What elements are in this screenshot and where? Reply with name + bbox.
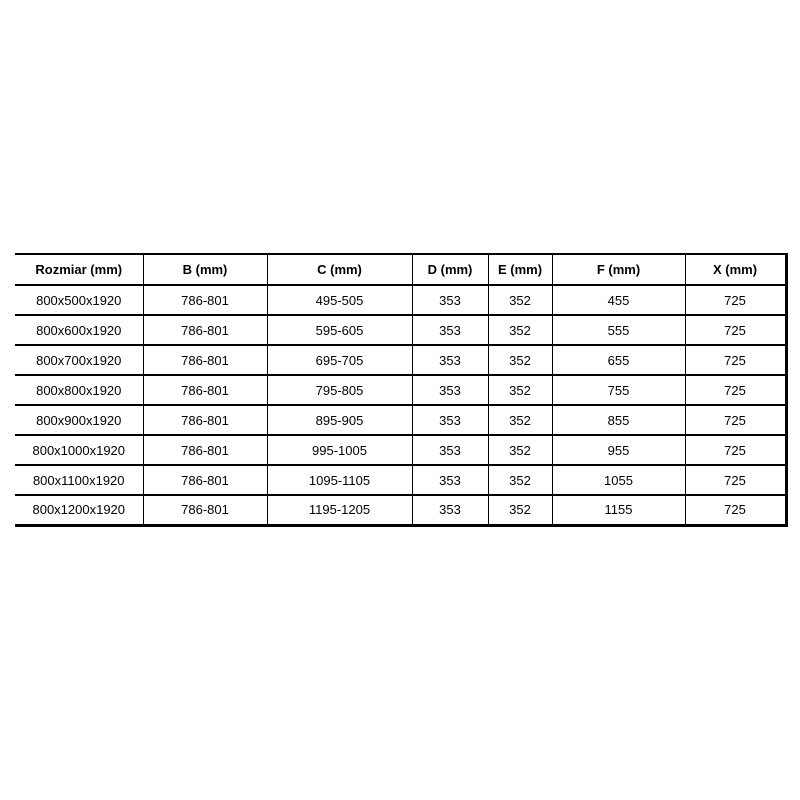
table-cell: 800x800x1920 — [15, 375, 144, 406]
table-cell: 800x900x1920 — [15, 405, 144, 436]
table-cell: 725 — [685, 465, 788, 496]
table-cell: 353 — [412, 405, 489, 436]
table-cell: 800x600x1920 — [15, 315, 144, 346]
table-cell: 1195-1205 — [267, 495, 413, 527]
table-header: Rozmiar (mm) B (mm) C (mm) D (mm) E (mm)… — [15, 253, 788, 286]
table-cell: 352 — [488, 375, 553, 406]
table-cell: 786-801 — [143, 345, 268, 376]
table-cell: 352 — [488, 495, 553, 527]
table-cell: 352 — [488, 405, 553, 436]
table-cell: 786-801 — [143, 285, 268, 316]
column-header-d: D (mm) — [412, 253, 489, 286]
size-table: Rozmiar (mm) B (mm) C (mm) D (mm) E (mm)… — [15, 253, 788, 527]
table-cell: 755 — [552, 375, 686, 406]
table-cell: 353 — [412, 435, 489, 466]
column-header-f: F (mm) — [552, 253, 686, 286]
table-cell: 800x1000x1920 — [15, 435, 144, 466]
table-cell: 786-801 — [143, 375, 268, 406]
table-cell: 1155 — [552, 495, 686, 527]
table-cell: 786-801 — [143, 495, 268, 527]
column-header-x: X (mm) — [685, 253, 788, 286]
table-cell: 352 — [488, 315, 553, 346]
column-header-c: C (mm) — [267, 253, 413, 286]
table-cell: 855 — [552, 405, 686, 436]
table-cell: 555 — [552, 315, 686, 346]
table-cell: 352 — [488, 345, 553, 376]
column-header-b: B (mm) — [143, 253, 268, 286]
table-cell: 725 — [685, 435, 788, 466]
table-cell: 995-1005 — [267, 435, 413, 466]
table-cell: 655 — [552, 345, 686, 376]
table-cell: 352 — [488, 435, 553, 466]
table-cell: 725 — [685, 375, 788, 406]
table-cell: 800x500x1920 — [15, 285, 144, 316]
table-cell: 695-705 — [267, 345, 413, 376]
table-cell: 353 — [412, 345, 489, 376]
table-row: 800x800x1920 786-801 795-805 353 352 755 725 — [15, 375, 788, 406]
table-cell: 786-801 — [143, 405, 268, 436]
table-cell: 725 — [685, 285, 788, 316]
column-header-e: E (mm) — [488, 253, 553, 286]
table-cell: 725 — [685, 495, 788, 527]
table-cell: 495-505 — [267, 285, 413, 316]
table-cell: 1095-1105 — [267, 465, 413, 496]
table-cell: 1055 — [552, 465, 686, 496]
table-row: 800x1000x1920 786-801 995-1005 353 352 955 725 — [15, 435, 788, 466]
table-cell: 725 — [685, 345, 788, 376]
column-header-rozmiar: Rozmiar (mm) — [15, 253, 144, 286]
table-cell: 800x700x1920 — [15, 345, 144, 376]
table-cell: 725 — [685, 405, 788, 436]
table-cell: 353 — [412, 285, 489, 316]
table-row: 800x1200x1920 786-801 1195-1205 353 352 1155 7… — [15, 495, 788, 527]
table-cell: 353 — [412, 465, 489, 496]
table-row: 800x1100x1920 786-801 1095-1105 353 352 1055 7… — [15, 465, 788, 496]
table-cell: 955 — [552, 435, 686, 466]
table-cell: 353 — [412, 315, 489, 346]
table-cell: 795-805 — [267, 375, 413, 406]
table-cell: 352 — [488, 465, 553, 496]
table-cell: 786-801 — [143, 315, 268, 346]
header-row: Rozmiar (mm) B (mm) C (mm) D (mm) E (mm)… — [15, 253, 788, 286]
table-row: 800x500x1920 786-801 495-505 353 352 455 725 — [15, 285, 788, 316]
table-cell: 800x1100x1920 — [15, 465, 144, 496]
table-cell: 786-801 — [143, 465, 268, 496]
table-cell: 800x1200x1920 — [15, 495, 144, 527]
table-cell: 353 — [412, 495, 489, 527]
table-body: 800x500x1920 786-801 495-505 353 352 455 725 80… — [15, 285, 788, 527]
table-cell: 786-801 — [143, 435, 268, 466]
table-cell: 455 — [552, 285, 686, 316]
table-cell: 353 — [412, 375, 489, 406]
table-cell: 352 — [488, 285, 553, 316]
table-row: 800x600x1920 786-801 595-605 353 352 555 725 — [15, 315, 788, 346]
table-row: 800x900x1920 786-801 895-905 353 352 855 725 — [15, 405, 788, 436]
table-cell: 895-905 — [267, 405, 413, 436]
table-cell: 595-605 — [267, 315, 413, 346]
table-row: 800x700x1920 786-801 695-705 353 352 655 725 — [15, 345, 788, 376]
table-cell: 725 — [685, 315, 788, 346]
